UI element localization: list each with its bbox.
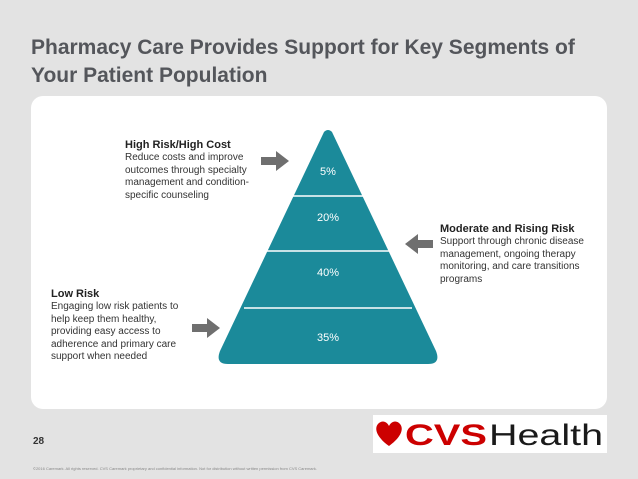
pyramid-diagram xyxy=(218,130,438,364)
logo-health-text: Health xyxy=(489,419,603,452)
pyramid-shape xyxy=(218,130,438,364)
cvs-health-logo: CVS Health xyxy=(373,415,607,453)
right-arrow-icon xyxy=(261,151,289,171)
callout-low-risk-body: Engaging low risk patients to help keep … xyxy=(51,301,179,362)
segment-label-bottom: 35% xyxy=(316,332,340,344)
left-arrow-icon xyxy=(405,234,433,254)
cvs-health-logo-graphic: CVS Health xyxy=(376,419,603,452)
callout-low-risk-heading: Low Risk xyxy=(51,288,100,300)
heart-icon xyxy=(376,421,402,446)
callout-low-risk: Low Risk Engaging low risk patients to h… xyxy=(51,287,186,364)
callout-moderate-risk: Moderate and Rising Risk Support through… xyxy=(440,222,600,286)
segment-label-upper: 20% xyxy=(316,212,340,224)
callout-moderate-risk-body: Support through chronic disease manageme… xyxy=(440,236,584,285)
callout-high-risk-heading: High Risk/High Cost xyxy=(125,139,231,151)
footer-legal-text: ©2016 Caremark. All rights reserved. CVS… xyxy=(33,466,317,471)
logo-cvs-text: CVS xyxy=(405,419,487,452)
page-number: 28 xyxy=(33,436,45,447)
segment-label-middle: 40% xyxy=(316,267,340,279)
slide-title: Pharmacy Care Provides Support for Key S… xyxy=(31,36,575,87)
content-card: 5% 20% 40% 35% High Risk/High Cost Reduc… xyxy=(31,96,607,409)
callout-moderate-risk-heading: Moderate and Rising Risk xyxy=(440,223,575,235)
callout-high-risk-body: Reduce costs and improve outcomes throug… xyxy=(125,152,249,201)
right-arrow-icon xyxy=(192,318,220,338)
segment-label-top: 5% xyxy=(320,166,336,178)
callout-high-risk: High Risk/High Cost Reduce costs and imp… xyxy=(125,138,265,202)
